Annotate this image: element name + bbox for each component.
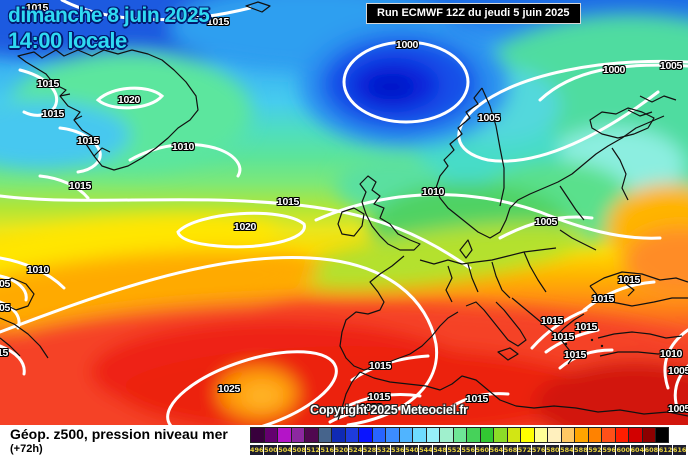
colorbar-swatch bbox=[601, 427, 615, 443]
colorbar-value: 524 bbox=[348, 445, 363, 455]
colorbar-value: 608 bbox=[644, 445, 659, 455]
z500-pressure-field bbox=[0, 0, 688, 425]
colorbar-value: 496 bbox=[250, 445, 264, 455]
colorbar-swatch bbox=[520, 427, 534, 443]
legend-subtitle: (+72h) bbox=[10, 443, 43, 455]
colorbar-value: 572 bbox=[517, 445, 532, 455]
copyright-text: Copyright 2025 Meteociel.fr bbox=[310, 403, 468, 417]
aegean-islands bbox=[564, 330, 604, 348]
colorbar-value: 528 bbox=[362, 445, 377, 455]
colorbar-swatch bbox=[547, 427, 561, 443]
colorbar-swatch bbox=[614, 427, 628, 443]
colorbar-swatch bbox=[493, 427, 507, 443]
colorbar-value: 516 bbox=[320, 445, 335, 455]
colorbar-swatch bbox=[277, 427, 291, 443]
colorbar-swatch bbox=[425, 427, 439, 443]
colorbar-value: 532 bbox=[376, 445, 391, 455]
colorbar-swatch bbox=[655, 427, 669, 443]
colorbar-swatch bbox=[560, 427, 574, 443]
colorbar-swatch bbox=[506, 427, 520, 443]
colorbar-swatch bbox=[412, 427, 426, 443]
field-anomalies bbox=[0, 0, 688, 425]
legend-bar: Géop. z500, pression niveau mer (+72h) 4… bbox=[0, 425, 688, 459]
colorbar-swatch bbox=[439, 427, 453, 443]
isobar-contours bbox=[0, 0, 688, 425]
colorbar-swatch bbox=[385, 427, 399, 443]
colorbar-value: 592 bbox=[588, 445, 602, 455]
map-canvas: 1015 1015 1015 1000 1000 1005 1015 1020 1005 1015… bbox=[0, 0, 688, 425]
colorbar-value: 612 bbox=[658, 445, 673, 455]
colorbar-value: 552 bbox=[447, 445, 461, 455]
colorbar-swatch bbox=[371, 427, 385, 443]
colorbar-swatch bbox=[466, 427, 480, 443]
colorbar-swatch bbox=[452, 427, 466, 443]
colorbar-value: 548 bbox=[433, 445, 447, 455]
colorbar-value: 544 bbox=[419, 445, 433, 455]
date-text: dimanche 8 juin 2025 bbox=[8, 4, 210, 27]
colorbar-values: 496 500 504 508 512 516 520 524 528 532 536 540 544 5… bbox=[250, 445, 687, 455]
colorbar-swatch bbox=[628, 427, 642, 443]
colorbar-value: 596 bbox=[602, 445, 616, 455]
colorbar-value: 540 bbox=[405, 445, 419, 455]
colorbar-swatch bbox=[331, 427, 345, 443]
colorbar-value: 576 bbox=[531, 445, 546, 455]
colorbar bbox=[250, 427, 669, 443]
coastlines bbox=[0, 1, 688, 421]
colorbar-value: 564 bbox=[489, 445, 504, 455]
colorbar-swatch bbox=[398, 427, 412, 443]
colorbar-value: 520 bbox=[334, 445, 349, 455]
colorbar-value: 504 bbox=[278, 445, 292, 455]
colorbar-swatch bbox=[250, 427, 264, 443]
run-info-box: Run ECMWF 12Z du jeudi 5 juin 2025 bbox=[366, 3, 581, 24]
colorbar-value: 600 bbox=[616, 445, 631, 455]
colorbar-swatch bbox=[344, 427, 358, 443]
colorbar-swatch bbox=[479, 427, 493, 443]
colorbar-swatch bbox=[317, 427, 331, 443]
colorbar-value: 536 bbox=[390, 445, 405, 455]
colorbar-swatch bbox=[587, 427, 601, 443]
colorbar-value: 512 bbox=[306, 445, 320, 455]
colorbar-swatch bbox=[641, 427, 655, 443]
colorbar-value: 588 bbox=[574, 445, 588, 455]
colorbar-swatch bbox=[290, 427, 304, 443]
legend-title: Géop. z500, pression niveau mer bbox=[10, 426, 228, 442]
time-text: 14:00 locale bbox=[8, 28, 127, 53]
colorbar-swatch bbox=[358, 427, 372, 443]
colorbar-value: 604 bbox=[630, 445, 645, 455]
colorbar-value: 500 bbox=[264, 445, 278, 455]
colorbar-value: 568 bbox=[503, 445, 518, 455]
date-block: dimanche 8 juin 2025 14:00 locale bbox=[8, 4, 210, 54]
colorbar-value: 556 bbox=[461, 445, 475, 455]
colorbar-swatch bbox=[304, 427, 318, 443]
colorbar-swatch bbox=[533, 427, 547, 443]
colorbar-swatch bbox=[263, 427, 277, 443]
colorbar-value: 508 bbox=[292, 445, 306, 455]
colorbar-value: 584 bbox=[560, 445, 574, 455]
colorbar-swatch bbox=[574, 427, 588, 443]
colorbar-value: 616 bbox=[672, 445, 687, 455]
colorbar-value: 560 bbox=[475, 445, 490, 455]
colorbar-value: 580 bbox=[545, 445, 560, 455]
